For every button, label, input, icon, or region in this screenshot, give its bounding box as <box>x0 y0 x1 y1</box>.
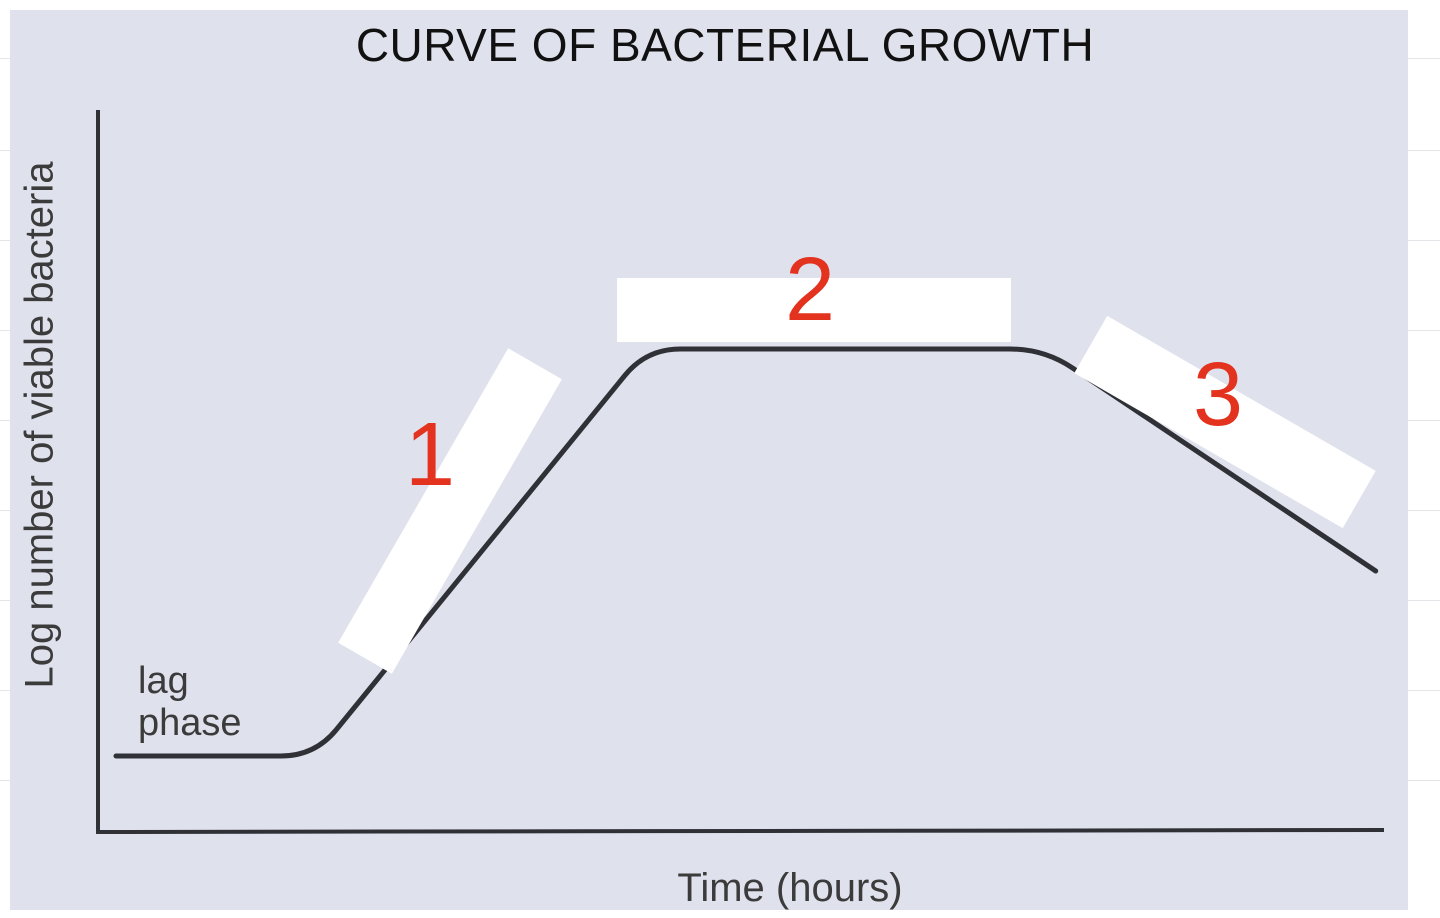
ruled-line <box>1408 150 1440 151</box>
x-axis <box>95 828 1385 834</box>
lag-phase-line-2: phase <box>138 702 242 744</box>
chart-title: CURVE OF BACTERIAL GROWTH <box>355 19 1095 71</box>
growth-curve-line <box>113 346 1379 759</box>
ruled-line <box>0 690 12 691</box>
answer-blank-2[interactable] <box>617 278 1011 342</box>
ruled-line <box>0 330 12 331</box>
ruled-line <box>1408 510 1440 511</box>
ruled-line <box>1408 420 1440 421</box>
ruled-line <box>1408 330 1440 331</box>
ruled-line <box>1408 780 1440 781</box>
ruled-line <box>1408 58 1440 59</box>
chart-panel <box>10 10 1408 910</box>
ruled-line <box>0 420 12 421</box>
ruled-line <box>0 150 12 151</box>
ruled-line <box>1408 240 1440 241</box>
ruled-line <box>0 240 12 241</box>
ruled-line <box>0 58 12 59</box>
ruled-line <box>1408 690 1440 691</box>
ruled-line <box>1408 600 1440 601</box>
ruled-line <box>0 510 12 511</box>
marker-3: 3 <box>1193 345 1244 445</box>
lag-phase-annotation: lag phase <box>138 660 242 744</box>
marker-1: 1 <box>405 405 456 505</box>
y-axis-label: Log number of viable bacteria <box>17 161 62 689</box>
x-axis-label: Time (hours) <box>677 866 903 910</box>
ruled-line <box>0 600 12 601</box>
ruled-line <box>0 780 12 781</box>
marker-2: 2 <box>785 240 836 340</box>
lag-phase-line-1: lag <box>138 660 189 702</box>
